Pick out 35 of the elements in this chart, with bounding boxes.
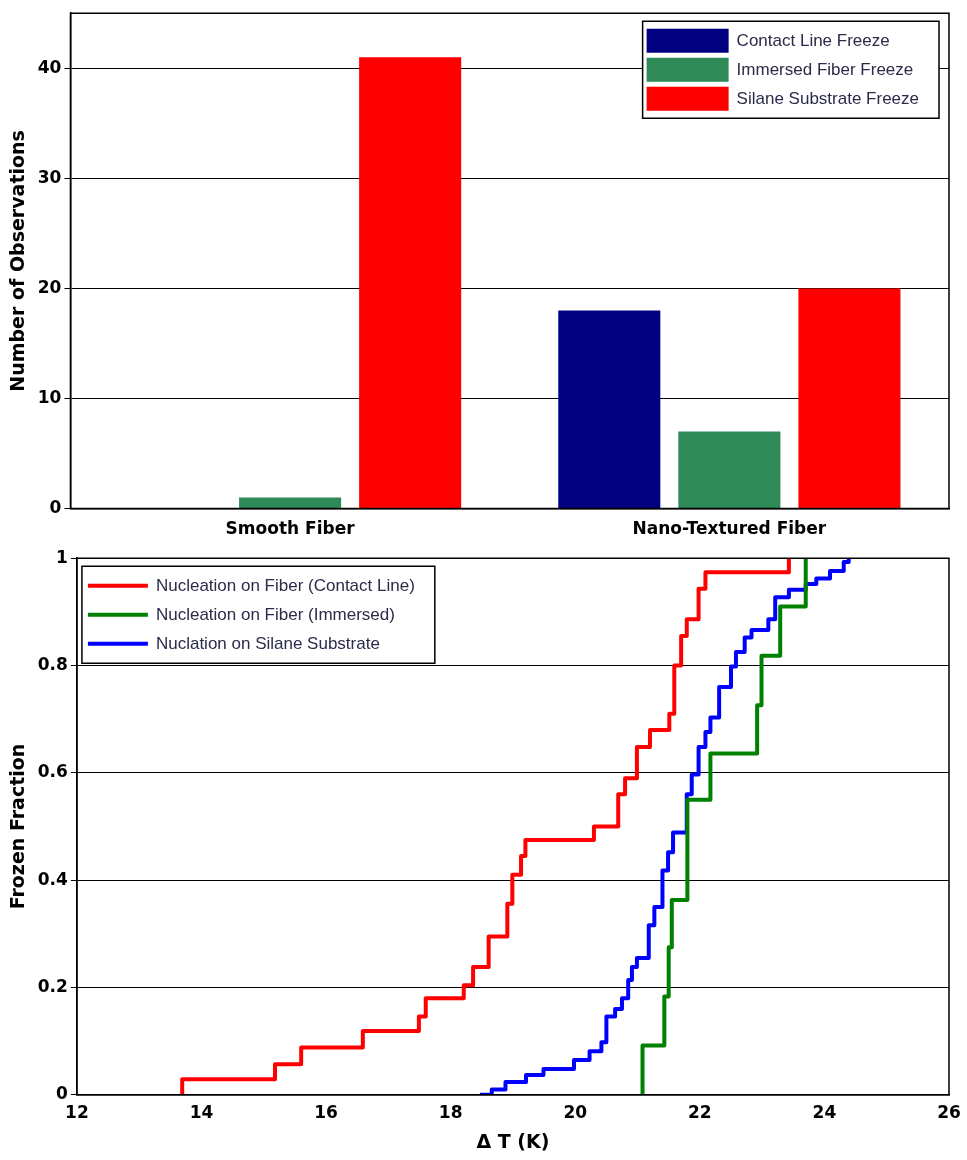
y-tick-label: 0.4 bbox=[37, 868, 69, 889]
y-tick-label: 10 bbox=[37, 386, 62, 407]
y-tick-label: 0.8 bbox=[37, 653, 68, 674]
y-tick-label: 0 bbox=[49, 497, 62, 518]
y-axis-title: Frozen Fraction bbox=[6, 743, 29, 910]
y-tick-label: 0.2 bbox=[37, 975, 68, 996]
y-tick-label: 0.6 bbox=[37, 761, 68, 782]
x-tick-label: Smooth Fiber bbox=[225, 518, 356, 539]
x-tick-label: 26 bbox=[937, 1102, 961, 1123]
legend-label: Nucleation on Fiber (Contact Line) bbox=[155, 576, 415, 596]
legend-label: Nuclation on Silane Substrate bbox=[155, 634, 380, 654]
x-tick-label: 22 bbox=[688, 1102, 712, 1123]
legend-label: Nucleation on Fiber (Immersed) bbox=[155, 605, 395, 625]
bar bbox=[239, 497, 342, 509]
x-tick-label: 18 bbox=[438, 1102, 463, 1123]
y-tick-label: 0 bbox=[56, 1083, 69, 1104]
x-tick-label: 14 bbox=[189, 1102, 214, 1123]
legend-label: Immersed Fiber Freeze bbox=[736, 60, 914, 80]
bar bbox=[558, 310, 661, 509]
bar bbox=[798, 288, 901, 509]
x-tick-label: 24 bbox=[812, 1102, 837, 1123]
x-tick-label: Nano-Textured Fiber bbox=[632, 518, 827, 539]
x-tick-label: 12 bbox=[65, 1102, 89, 1123]
y-tick-label: 30 bbox=[37, 166, 62, 187]
x-tick-label: 16 bbox=[314, 1102, 338, 1123]
y-tick-label: 20 bbox=[37, 276, 62, 297]
bar bbox=[359, 57, 462, 509]
legend-label: Silane Substrate Freeze bbox=[736, 89, 920, 109]
bar bbox=[678, 431, 781, 509]
y-axis-title: Number of Observations bbox=[6, 130, 29, 392]
legend-label: Contact Line Freeze bbox=[736, 31, 890, 51]
x-tick-label: 20 bbox=[563, 1102, 588, 1123]
y-tick-label: 40 bbox=[37, 56, 62, 77]
x-axis-title: Δ T (K) bbox=[476, 1129, 550, 1152]
y-tick-label: 1 bbox=[56, 546, 68, 567]
